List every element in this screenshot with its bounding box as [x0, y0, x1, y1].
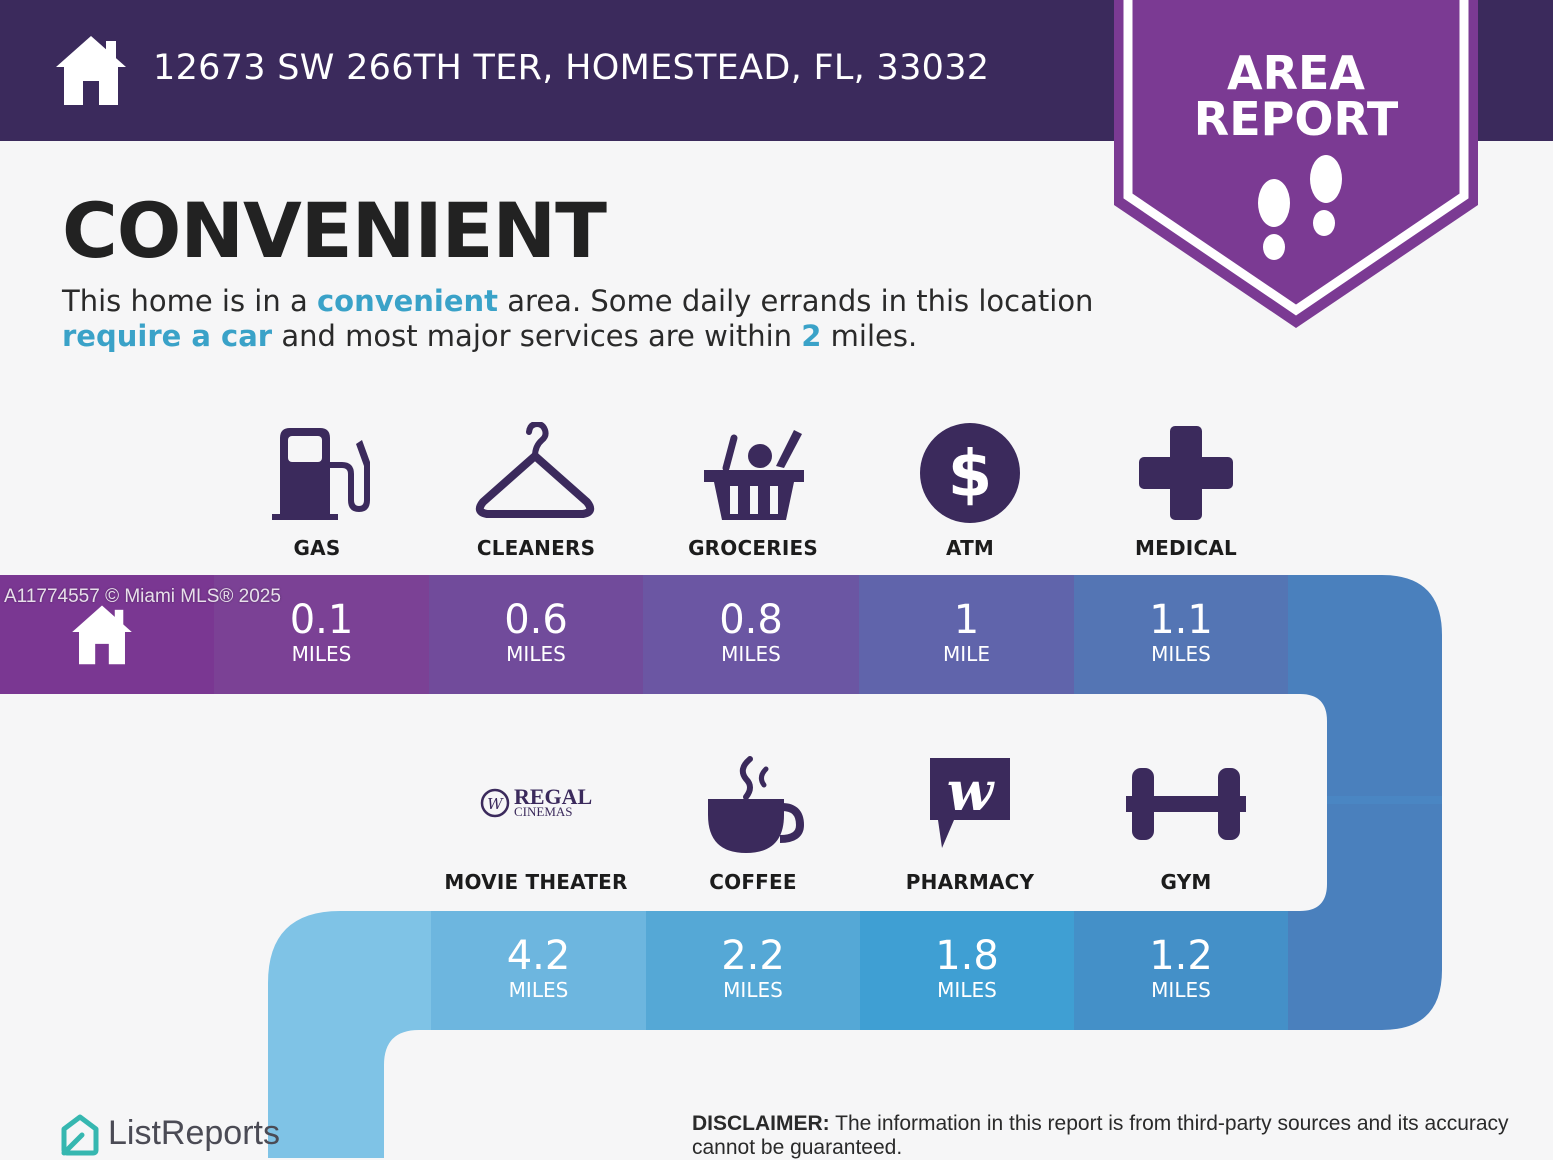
label-medical: MEDICAL — [1135, 536, 1237, 560]
regal-wordmark: REGAL — [514, 784, 592, 809]
distance-medical: 1.1 MILES — [1074, 575, 1288, 694]
distance-value: 0.1 — [289, 597, 354, 643]
grocery-basket-icon — [704, 430, 804, 520]
property-address: 12673 SW 266TH TER, HOMESTEAD, FL, 33032 — [153, 48, 990, 88]
label-movie-theater: MOVIE THEATER — [444, 870, 628, 894]
brand-name: ListReports — [108, 1114, 280, 1152]
distance-unit: MILES — [1151, 978, 1211, 1002]
label-atm: ATM — [945, 536, 995, 560]
svg-text:W: W — [487, 795, 504, 813]
area-report-badge — [1114, 0, 1478, 328]
distance-unit: MILES — [508, 978, 569, 1002]
disclaimer-label: DISCLAIMER: — [692, 1112, 830, 1135]
description-text: and most major services are within — [272, 319, 802, 353]
coffee-cup-icon — [708, 756, 805, 853]
footprints-icon — [1258, 155, 1342, 260]
distance-value: 2.2 — [721, 933, 785, 979]
description-text: This home is in a — [62, 284, 317, 318]
description: This home is in a convenient area. Some … — [62, 284, 1102, 354]
label-gas: GAS — [293, 536, 341, 560]
page-title: CONVENIENT — [62, 186, 607, 275]
distance-value: 4.2 — [506, 933, 571, 979]
gas-pump-icon — [272, 428, 370, 520]
label-coffee: COFFEE — [709, 870, 797, 894]
disclaimer-text: The information in this report is from t… — [692, 1112, 1509, 1159]
hanger-icon — [475, 422, 595, 518]
mls-watermark: A11774557 © Miami MLS® 2025 — [4, 586, 281, 607]
distance-unit: MILES — [723, 978, 783, 1002]
badge-title-line2: REPORT — [1193, 92, 1399, 146]
highlight-distance: 2 — [801, 319, 822, 353]
description-text: area. Some daily errands in this locatio… — [498, 284, 1094, 318]
distance-value: 1.8 — [935, 933, 999, 979]
distance-value: 0.8 — [719, 597, 783, 643]
distance-unit: MILES — [937, 978, 997, 1002]
regal-wordmark-sub: CINEMAS — [514, 804, 573, 819]
distance-value: 1.2 — [1149, 933, 1213, 979]
distance-unit: MILE — [943, 642, 990, 666]
distance-unit: MILES — [291, 642, 352, 666]
label-gym: GYM — [1160, 870, 1212, 894]
label-pharmacy: PHARMACY — [905, 870, 1035, 894]
svg-text:$: $ — [948, 438, 993, 512]
distance-unit: MILES — [506, 642, 566, 666]
dumbbell-icon — [1126, 768, 1246, 840]
medical-cross-icon — [1139, 426, 1233, 520]
highlight-convenient: convenient — [316, 284, 499, 318]
description-text: miles. — [821, 319, 918, 353]
distance-coffee: 2.2 MILES — [646, 911, 860, 1030]
svg-text:w: w — [947, 759, 996, 823]
distance-gym: 1.2 MILES — [1074, 911, 1288, 1030]
distance-value: 0.6 — [504, 597, 568, 643]
walgreens-logo: w — [930, 758, 1010, 848]
distance-gas: 0.1 MILES — [214, 575, 429, 694]
distance-atm: 1 MILE — [859, 575, 1074, 694]
listreports-logo-icon — [61, 1114, 99, 1156]
label-cleaners: CLEANERS — [476, 536, 596, 560]
route-band — [0, 575, 1442, 1158]
regal-cinemas-logo: W REGAL CINEMAS — [480, 784, 592, 819]
distance-cleaners: 0.6 MILES — [429, 575, 643, 694]
distance-unit: MILES — [721, 642, 781, 666]
distance-unit: MILES — [1151, 642, 1211, 666]
distance-pharmacy: 1.8 MILES — [860, 911, 1074, 1030]
badge-title-line1: AREA — [1226, 46, 1366, 100]
disclaimer: DISCLAIMER: The information in this repo… — [692, 1112, 1512, 1160]
label-groceries: GROCERIES — [688, 536, 818, 560]
dollar-icon: $ — [920, 423, 1020, 523]
distance-value: 1 — [953, 597, 980, 643]
distance-movie-theater: 4.2 MILES — [431, 911, 646, 1030]
distance-value: 1.1 — [1149, 597, 1213, 643]
home-icon — [72, 605, 132, 665]
home-icon — [56, 36, 126, 105]
highlight-require-car: require a car — [62, 319, 273, 353]
distance-groceries: 0.8 MILES — [643, 575, 859, 694]
